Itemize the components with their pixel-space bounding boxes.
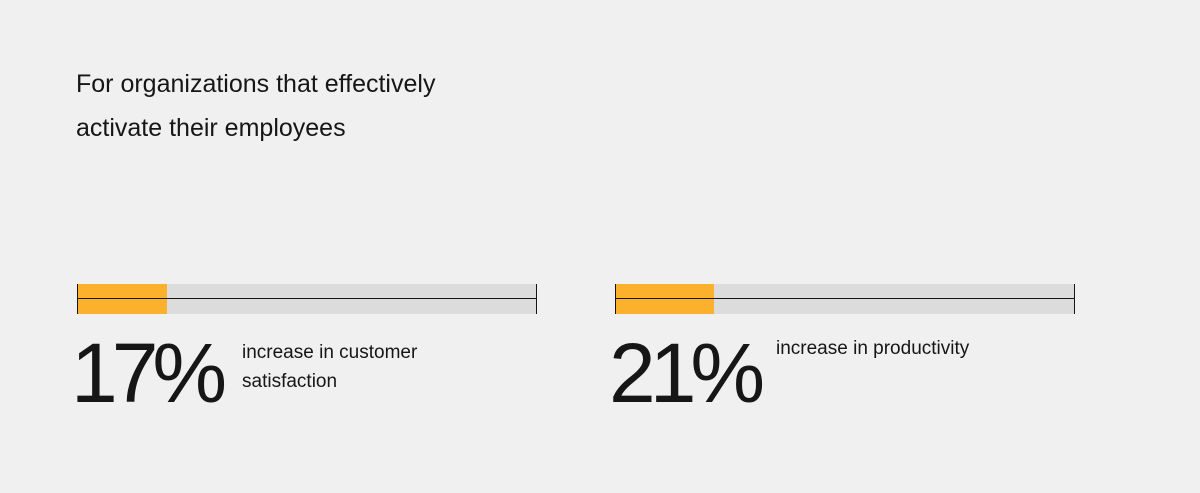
progress-bar-start-tick bbox=[615, 284, 616, 314]
progress-bar bbox=[615, 284, 1075, 314]
headline-line-2: activate their employees bbox=[76, 114, 346, 142]
stat-productivity: 21% increase in productivity bbox=[609, 284, 1077, 424]
progress-bar-fill bbox=[77, 284, 167, 314]
progress-bar-end-tick bbox=[1074, 284, 1075, 314]
progress-bar bbox=[77, 284, 537, 314]
headline: For organizations that effectively activ… bbox=[76, 62, 556, 150]
stat-customer-satisfaction: 17% increase in customer satisfaction bbox=[71, 284, 539, 424]
progress-bar-fill bbox=[615, 284, 714, 314]
stat-value: 17% bbox=[71, 326, 227, 420]
progress-bar-baseline bbox=[615, 298, 1075, 299]
progress-bar-start-tick bbox=[77, 284, 78, 314]
headline-line-1: For organizations that effectively bbox=[76, 70, 436, 98]
progress-bar-baseline bbox=[77, 298, 537, 299]
progress-bar-end-tick bbox=[536, 284, 537, 314]
stat-value: 21% bbox=[609, 326, 765, 420]
stat-label: increase in customer satisfaction bbox=[242, 342, 418, 392]
stat-label: increase in productivity bbox=[776, 338, 970, 359]
